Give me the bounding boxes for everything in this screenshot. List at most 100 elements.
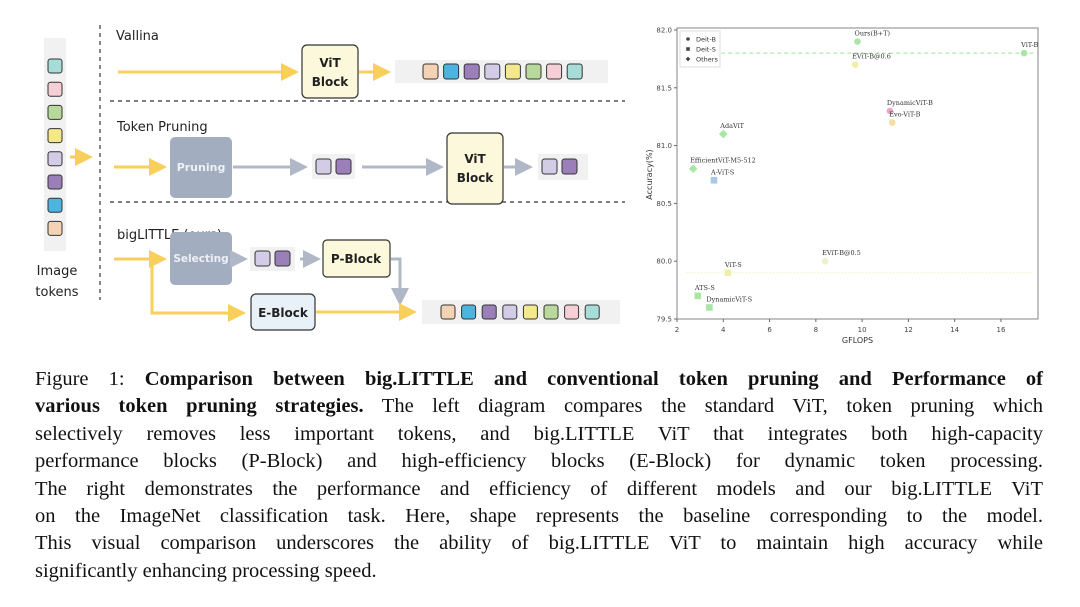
output-tokens [541, 158, 578, 175]
token [47, 174, 63, 190]
token [484, 63, 501, 80]
kept-tokens [254, 250, 291, 267]
vanilla-title: Vallina [116, 29, 159, 44]
vit-block-label: Block [312, 75, 350, 89]
token [546, 63, 563, 80]
token [525, 63, 542, 80]
legend-marker [685, 56, 691, 62]
y-tick-label: 82.0 [656, 27, 672, 35]
token [504, 63, 521, 80]
legend-label: Deit-B [696, 36, 716, 44]
token [422, 63, 439, 80]
token [443, 63, 460, 80]
token [502, 304, 518, 320]
data-point-label: Evo-ViT-B [889, 110, 920, 118]
data-point [888, 119, 896, 126]
x-tick-label: 2 [675, 326, 679, 334]
token [584, 304, 600, 320]
caption-line: significantly enhancing processing speed… [35, 559, 377, 582]
legend-label: Deit-S [696, 46, 716, 54]
data-point-label: EfficientViT-M5-512 [690, 157, 756, 165]
vit-block [446, 132, 504, 205]
caption-line: selectively removes less important token… [35, 422, 1043, 445]
y-tick-label: 81.0 [656, 142, 672, 150]
token [47, 81, 63, 97]
input-label-line1: Image [37, 264, 78, 279]
p-block-label: P-Block [331, 252, 382, 266]
token [522, 304, 538, 320]
token [47, 104, 63, 120]
kept-tokens [315, 158, 352, 175]
token-pruning-title: Token Pruning [116, 120, 208, 135]
vit-block [301, 44, 359, 99]
token [47, 58, 63, 74]
caption-line: performance blocks (P-Block) and high-ef… [35, 450, 1043, 473]
data-point [851, 61, 859, 68]
token [541, 158, 558, 175]
y-tick-label: 81.5 [656, 84, 672, 92]
data-point [724, 269, 732, 277]
x-tick-label: 14 [950, 326, 959, 334]
data-point [854, 38, 861, 45]
caption-line: Figure 1: Comparison between big.LITTLE … [35, 366, 1043, 393]
data-point-label: ATS-S [694, 284, 715, 292]
token [481, 304, 497, 320]
token [561, 158, 578, 175]
data-point-label: DynamicViT-B [887, 99, 933, 107]
caption-line: on the ImageNet classification task. Her… [35, 505, 1043, 528]
token [47, 220, 63, 236]
data-point [688, 164, 698, 174]
token [440, 304, 456, 320]
x-tick-label: 8 [814, 326, 818, 334]
data-point-label: A-ViT-S [710, 168, 734, 176]
data-point [886, 107, 894, 115]
method-diagram: Image tokens Vallina ViT Block Token Pru… [35, 25, 625, 331]
data-point [710, 176, 718, 184]
token [47, 197, 63, 213]
x-tick-label: 16 [997, 326, 1006, 334]
caption-line: various token pruning strategies. The le… [35, 393, 1043, 420]
figure-label: Figure 1: [35, 368, 145, 390]
y-axis-label: Accuracy(%) [645, 149, 654, 199]
legend-label: Others [696, 56, 718, 64]
y-tick-label: 79.5 [656, 316, 672, 324]
token [47, 128, 63, 144]
legend-marker [686, 47, 690, 51]
data-point [706, 304, 713, 311]
input-label-line2: tokens [35, 285, 78, 300]
selecting-label: Selecting [173, 253, 228, 265]
data-point-label: AdaViT [719, 122, 744, 130]
arrow [150, 259, 246, 322]
legend-marker [686, 37, 690, 41]
caption-line: The right demonstrates the performance a… [35, 477, 1043, 500]
data-point-label: DynamicViT-S [706, 295, 752, 303]
y-tick-label: 80.5 [656, 200, 672, 208]
token [254, 250, 271, 267]
input-tokens [47, 58, 63, 236]
token [564, 304, 580, 320]
x-tick-label: 10 [858, 326, 867, 334]
output-tokens [422, 63, 583, 80]
e-block [250, 293, 316, 331]
token [566, 63, 583, 80]
vit-block-label: Block [457, 171, 495, 185]
y-tick-label: 80.0 [656, 258, 672, 266]
x-tick-label: 4 [721, 326, 726, 334]
caption-bold: various token pruning strategies. [35, 395, 364, 418]
data-point [1020, 49, 1028, 57]
data-point-label: EViT-B@0.6 [852, 53, 891, 61]
selecting-block [170, 232, 232, 285]
caption-line: This visual comparison underscores the a… [35, 532, 1043, 555]
x-tick-label: 6 [767, 326, 772, 334]
token [463, 63, 480, 80]
data-point-label: EViT-B@0.5 [822, 249, 861, 257]
token [335, 158, 352, 175]
token [47, 151, 63, 167]
data-point [821, 257, 829, 265]
caption-bold: Comparison between big.LITTLE and conven… [144, 368, 1044, 390]
token [543, 304, 559, 320]
e-block-label: E-Block [258, 306, 309, 320]
plot-frame [676, 27, 1039, 320]
token [461, 304, 477, 320]
data-point-label: ViT-B [1020, 41, 1038, 49]
